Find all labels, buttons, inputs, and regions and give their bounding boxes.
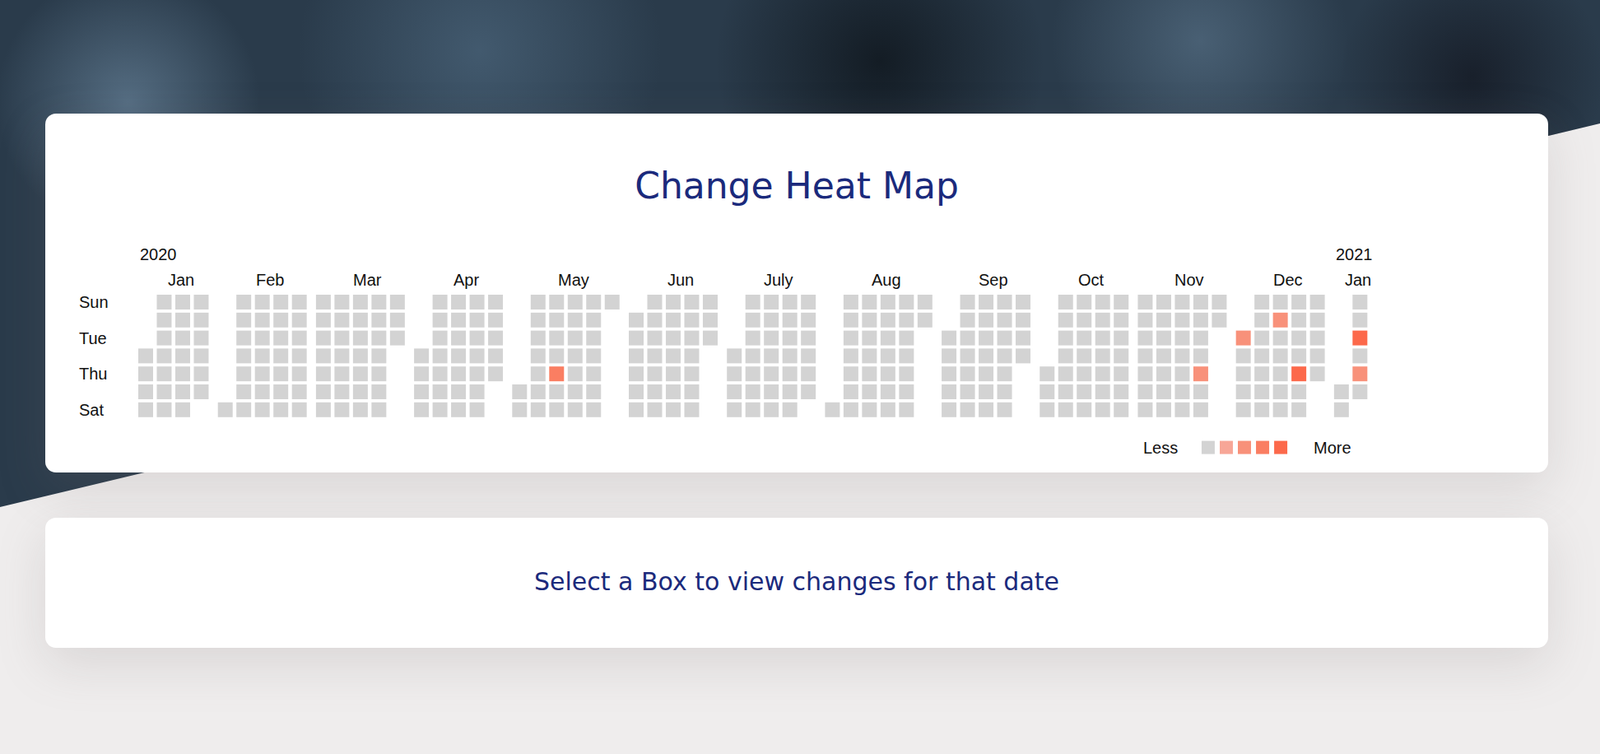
svg-text:2021: 2021 xyxy=(1335,245,1373,264)
svg-text:Tue: Tue xyxy=(79,329,107,348)
svg-text:July: July xyxy=(763,270,794,289)
svg-text:Jun: Jun xyxy=(667,270,694,289)
svg-text:More: More xyxy=(1313,438,1352,457)
svg-text:Nov: Nov xyxy=(1174,270,1205,289)
svg-text:Jan: Jan xyxy=(1344,270,1372,289)
svg-text:Sun: Sun xyxy=(79,293,109,312)
svg-text:Thu: Thu xyxy=(79,364,107,383)
svg-text:Apr: Apr xyxy=(453,270,480,289)
svg-text:Less: Less xyxy=(1143,438,1178,457)
html-text:Select a Box to view changes f: Select a Box to view changes for that da… xyxy=(534,567,1060,596)
svg-text:May: May xyxy=(558,270,590,289)
svg-text:Aug: Aug xyxy=(871,270,902,289)
svg-text:Sep: Sep xyxy=(978,270,1009,289)
svg-text:Dec: Dec xyxy=(1273,270,1303,289)
html-text:Change Heat Map: Change Heat Map xyxy=(634,164,959,207)
svg-text:2020: 2020 xyxy=(139,245,177,264)
svg-text:Sat: Sat xyxy=(79,400,104,419)
svg-text:Feb: Feb xyxy=(255,270,284,289)
svg-text:Mar: Mar xyxy=(353,270,382,289)
svg-text:Jan: Jan xyxy=(167,270,195,289)
svg-text:Oct: Oct xyxy=(1078,270,1105,289)
